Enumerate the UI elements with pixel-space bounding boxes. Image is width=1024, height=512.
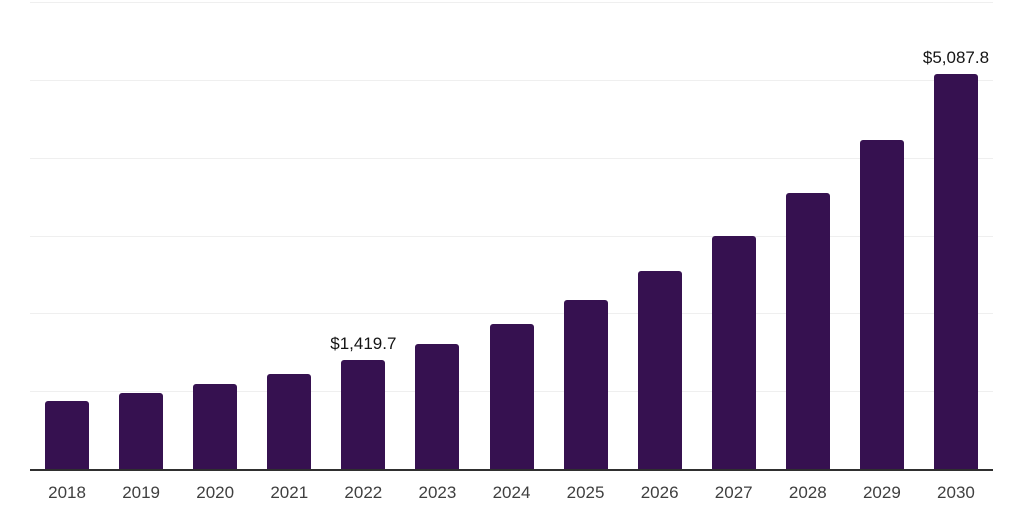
data-label-2030: $5,087.8: [922, 48, 990, 67]
x-axis-line: [30, 469, 993, 471]
x-tick-label-2026: 2026: [640, 483, 679, 502]
bar-2026: [637, 271, 682, 470]
x-tick-label-2018: 2018: [48, 483, 86, 502]
x-tick-label-2023: 2023: [418, 483, 457, 502]
bar-2030: [933, 74, 978, 470]
gridline-6000: [30, 2, 993, 3]
gridline-5000: [30, 79, 993, 81]
bar-2020: [193, 384, 238, 470]
x-tick-label-2027: 2027: [714, 483, 753, 502]
bar-2029: [859, 139, 904, 470]
x-tick-label-2025: 2025: [566, 483, 605, 502]
x-tick-label-2020: 2020: [196, 483, 235, 502]
gridline-2000: [30, 313, 993, 315]
bar-2018: [45, 401, 90, 470]
x-tick-label-2030: 2030: [937, 483, 975, 502]
x-tick-label-2028: 2028: [788, 483, 827, 502]
x-tick-label-2024: 2024: [492, 483, 531, 502]
data-label-2022: $1,419.7: [330, 333, 397, 353]
gridline-3000: [30, 235, 993, 237]
bar-2019: [119, 393, 164, 470]
bar-2027: [711, 236, 756, 470]
plot-area: $1,419.7 $5,087.8: [30, 2, 993, 471]
x-tick-label-2021: 2021: [270, 483, 309, 502]
x-tick-label-2029: 2029: [862, 483, 901, 502]
bar-2022: [341, 359, 386, 470]
bar-2024: [489, 323, 534, 470]
x-tick-label-2019: 2019: [122, 483, 161, 502]
bar-2021: [267, 373, 312, 470]
gridline-4000: [30, 157, 993, 159]
bar-2025: [563, 299, 608, 470]
bar-2023: [415, 343, 460, 470]
x-tick-label-2022: 2022: [344, 483, 383, 502]
bar-2028: [785, 192, 830, 470]
